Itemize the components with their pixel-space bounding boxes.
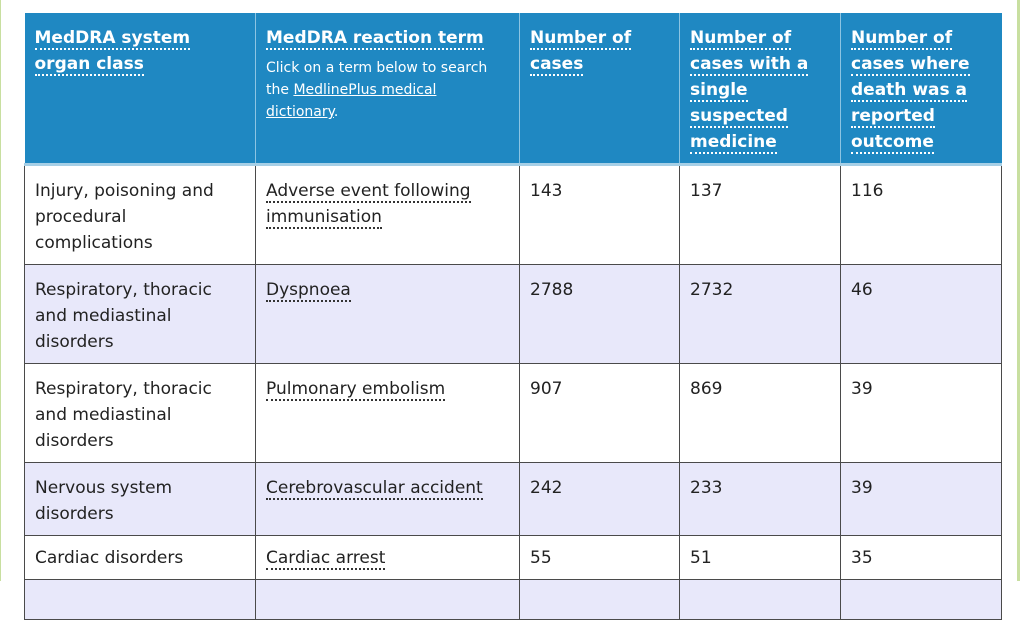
cell-term: Cerebrovascular accident (255, 462, 520, 536)
cell-term: Dyspnoea (255, 264, 520, 364)
header-death-label: Number of cases where death was a report… (851, 28, 970, 154)
cell-single: 233 (679, 462, 841, 536)
cell-single (679, 579, 841, 620)
page-frame (0, 0, 1020, 581)
header-term-note: Click on a term below to search the Medl… (266, 57, 509, 123)
header-term-label: MedDRA reaction term (266, 28, 484, 50)
table-row: Cardiac disorders Cardiac arrest 55 51 3… (24, 535, 1002, 580)
cell-soc: Injury, poisoning and procedural complic… (24, 164, 256, 265)
cell-soc: Respiratory, thoracic and mediastinal di… (24, 363, 256, 463)
table-row: Injury, poisoning and procedural complic… (24, 164, 1002, 265)
cell-soc (24, 579, 256, 620)
cell-term (255, 579, 520, 620)
header-cases-label: Number of cases (530, 28, 632, 76)
header-soc[interactable]: MedDRA system organ class (24, 13, 256, 166)
cell-death: 39 (840, 462, 1002, 536)
cell-single: 137 (679, 164, 841, 265)
cell-cases: 2788 (519, 264, 680, 364)
cell-death: 46 (840, 264, 1002, 364)
cell-term: Cardiac arrest (255, 535, 520, 580)
cell-cases: 143 (519, 164, 680, 265)
cell-single: 2732 (679, 264, 841, 364)
term-link[interactable]: Dyspnoea (266, 280, 351, 302)
header-term[interactable]: MedDRA reaction term Click on a term bel… (255, 13, 520, 166)
cell-term: Adverse event following immunisation (255, 164, 520, 265)
cell-cases: 242 (519, 462, 680, 536)
header-cases[interactable]: Number of cases (519, 13, 680, 166)
term-link[interactable]: Adverse event following immunisation (266, 181, 471, 229)
term-link[interactable]: Cardiac arrest (266, 548, 386, 570)
cell-soc: Nervous system disorders (24, 462, 256, 536)
header-term-note-suffix: . (333, 104, 339, 120)
adverse-reactions-table: MedDRA system organ class MedDRA reactio… (24, 13, 1002, 620)
term-link[interactable]: Cerebrovascular accident (266, 478, 483, 500)
table-body: Injury, poisoning and procedural complic… (24, 164, 1002, 620)
cell-cases (519, 579, 680, 620)
header-soc-label: MedDRA system organ class (34, 28, 191, 76)
header-term-note-prefix: Click on a term below to search the (266, 60, 488, 98)
cell-single: 51 (679, 535, 841, 580)
term-link[interactable]: Pulmonary embolism (266, 379, 446, 401)
table-row: Nervous system disorders Cerebrovascular… (24, 462, 1002, 536)
table-row: Respiratory, thoracic and mediastinal di… (24, 264, 1002, 364)
table-row: Respiratory, thoracic and mediastinal di… (24, 363, 1002, 463)
cell-soc: Cardiac disorders (24, 535, 256, 580)
cell-death: 39 (840, 363, 1002, 463)
header-single-label: Number of cases with a single suspected … (690, 28, 809, 154)
table-header: MedDRA system organ class MedDRA reactio… (24, 13, 1002, 166)
cell-death: 116 (840, 164, 1002, 265)
header-row: MedDRA system organ class MedDRA reactio… (24, 13, 1002, 166)
cell-single: 869 (679, 363, 841, 463)
medlineplus-link[interactable]: MedlinePlus medical dictionary (266, 82, 437, 120)
cell-cases: 55 (519, 535, 680, 580)
header-single[interactable]: Number of cases with a single suspected … (679, 13, 841, 166)
header-death[interactable]: Number of cases where death was a report… (840, 13, 1002, 166)
cell-death: 35 (840, 535, 1002, 580)
cell-term: Pulmonary embolism (255, 363, 520, 463)
cell-soc: Respiratory, thoracic and mediastinal di… (24, 264, 256, 364)
table-row (24, 579, 1002, 620)
cell-cases: 907 (519, 363, 680, 463)
cell-death (840, 579, 1002, 620)
